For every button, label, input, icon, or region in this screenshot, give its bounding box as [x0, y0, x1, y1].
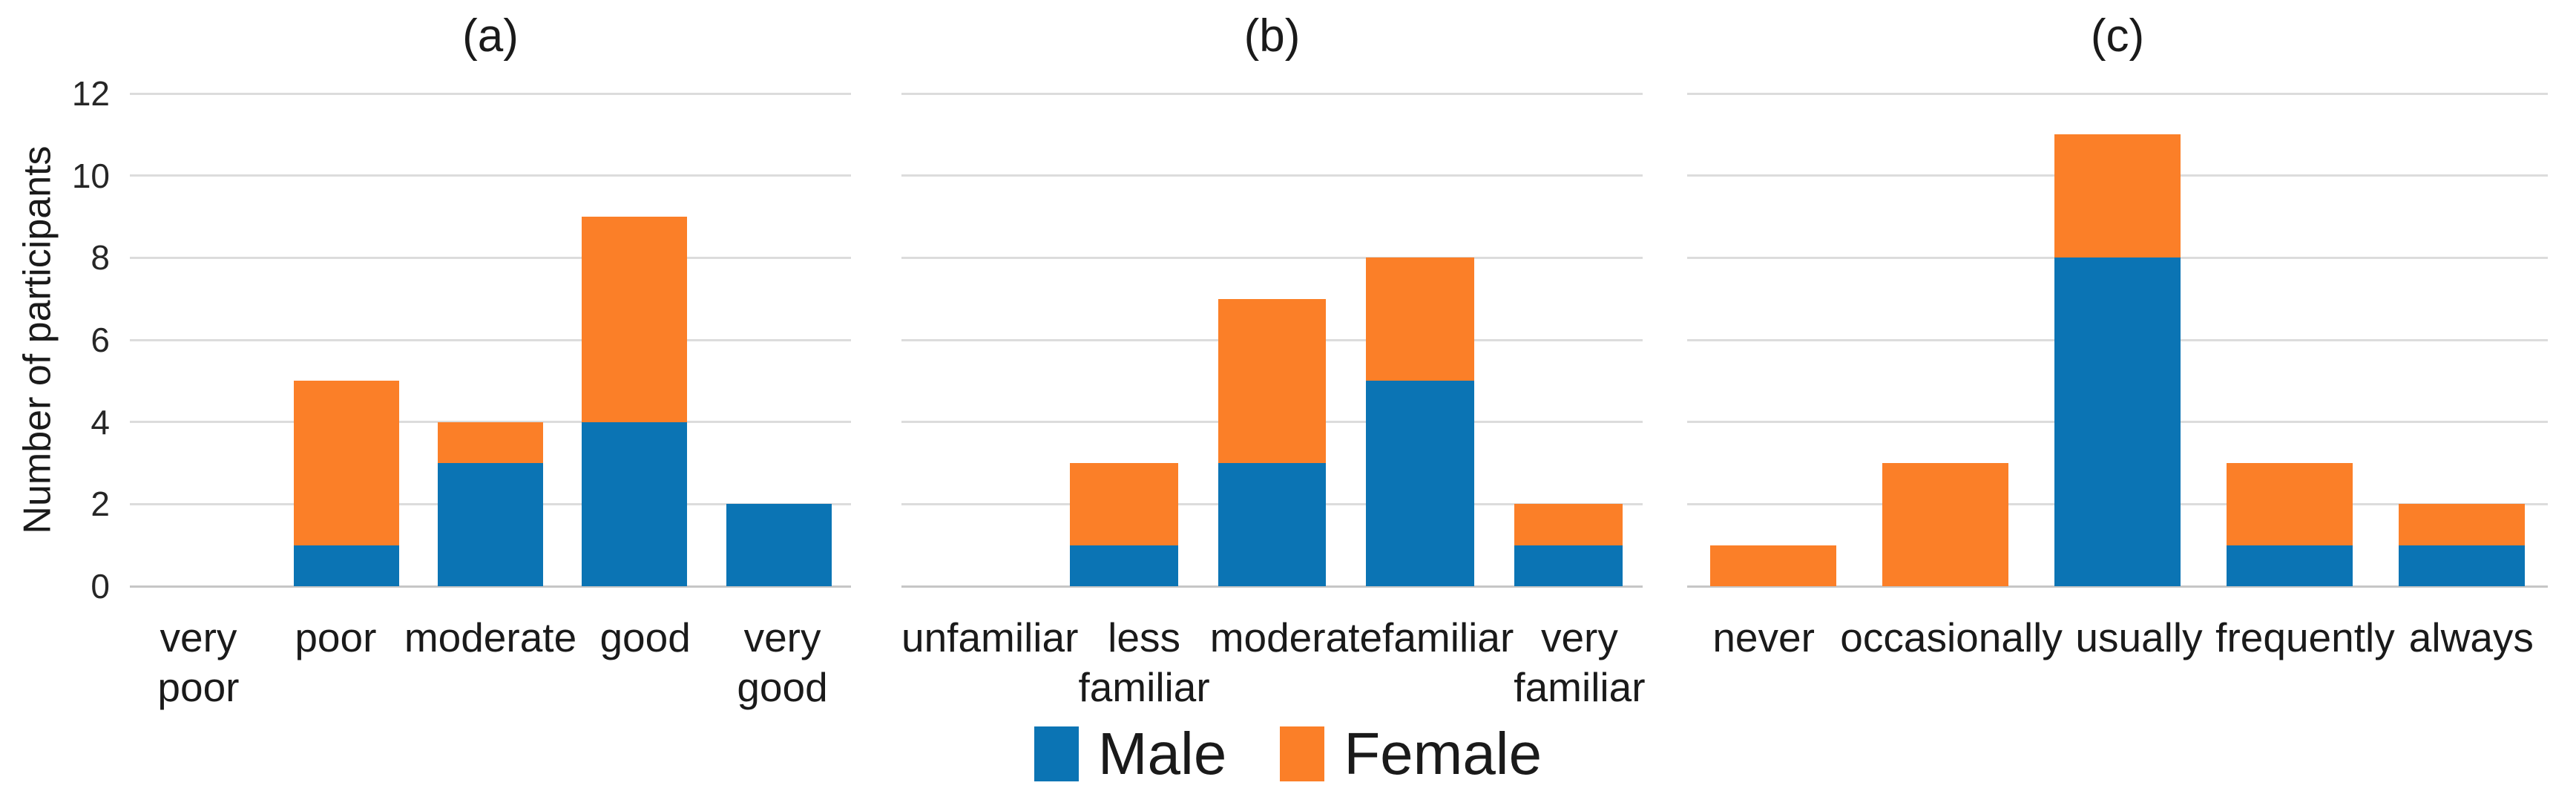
bar-male-segment	[582, 421, 688, 586]
x-tick-label: very good	[737, 614, 828, 711]
bar-female-segment	[1882, 463, 2008, 586]
bar-female-segment	[2227, 463, 2353, 545]
bar-male-segment	[438, 463, 543, 586]
panel-a-plot	[130, 92, 851, 588]
gridline-y12	[901, 92, 1643, 95]
y-axis-ticks: 0 2 4 6 8 10 12	[30, 76, 110, 603]
bar-female-segment	[1710, 545, 1836, 586]
x-tick-label: less familiar	[1078, 614, 1210, 711]
y-tick-label: 2	[91, 485, 110, 524]
bar-female-segment	[293, 381, 399, 545]
gridline-y6	[130, 338, 851, 341]
legend-female-label: Female	[1344, 721, 1542, 787]
legend-male-label: Male	[1097, 721, 1227, 787]
bar-male-segment	[1069, 545, 1178, 586]
bar-female-segment	[438, 421, 543, 463]
bar-male-segment	[2227, 545, 2353, 586]
panel-a-x-labels: very poor poor moderate good very good	[130, 603, 851, 729]
x-tick-label: always	[2408, 614, 2534, 660]
bar-female-segment	[1218, 298, 1327, 463]
bar-male-segment	[726, 504, 832, 586]
x-tick-label: good	[599, 614, 691, 660]
panel-c-plot	[1687, 92, 2548, 588]
panel-b-plot	[901, 92, 1643, 588]
legend-female-swatch	[1280, 726, 1325, 781]
bar-female-segment	[582, 217, 688, 422]
x-tick-label: moderate	[1209, 614, 1383, 660]
bar-female-segment	[2399, 504, 2525, 545]
panel-c-title: (c)	[2090, 10, 2145, 62]
x-tick-label: familiar	[1382, 614, 1514, 660]
x-tick-label: very poor	[157, 614, 240, 711]
bar-female-segment	[1366, 257, 1475, 381]
gridline-y8	[901, 256, 1643, 259]
bar-male-segment	[1366, 381, 1475, 586]
bar-female-segment	[1514, 504, 1623, 545]
legend-male-swatch	[1034, 726, 1079, 781]
y-tick-label: 4	[91, 402, 110, 442]
bar-male-segment	[1218, 463, 1327, 586]
bar-female-segment	[2054, 134, 2181, 258]
gridline-y12	[130, 92, 851, 95]
y-tick-label: 0	[91, 567, 110, 606]
x-tick-label: very familiar	[1514, 614, 1646, 711]
gridline-y12	[1687, 92, 2548, 95]
bar-female-segment	[1069, 463, 1178, 545]
x-tick-label: never	[1712, 614, 1815, 660]
legend-item-male: Male	[1034, 720, 1226, 788]
x-tick-label: unfamiliar	[901, 614, 1079, 660]
bar-male-segment	[2054, 257, 2181, 586]
x-axis-line	[1687, 585, 2548, 588]
x-tick-label: frequently	[2215, 614, 2395, 660]
y-tick-label: 8	[91, 238, 110, 278]
gridline-y10	[901, 174, 1643, 177]
bar-male-segment	[2399, 545, 2525, 586]
gridline-y8	[130, 256, 851, 259]
y-tick-label: 12	[71, 74, 110, 113]
panel-a-title: (a)	[462, 10, 519, 62]
x-tick-label: usually	[2075, 614, 2203, 660]
panel-c-x-labels: never occasionally usually frequently always	[1687, 603, 2548, 729]
legend-item-female: Female	[1280, 720, 1542, 788]
legend: Male Female	[0, 717, 2576, 791]
panel-b-x-labels: unfamiliar less familiar moderate familiar v…	[901, 603, 1646, 729]
panel-b-title: (b)	[1243, 10, 1301, 62]
y-tick-label: 10	[71, 156, 110, 195]
x-tick-label: poor	[295, 614, 377, 660]
x-tick-label: moderate	[404, 614, 577, 660]
y-tick-label: 6	[91, 321, 110, 359]
gridline-y10	[130, 174, 851, 177]
x-axis-line	[130, 585, 851, 588]
x-axis-line	[901, 585, 1643, 588]
bar-male-segment	[1514, 545, 1623, 586]
x-tick-label: occasionally	[1840, 614, 2063, 660]
bar-male-segment	[293, 545, 399, 586]
